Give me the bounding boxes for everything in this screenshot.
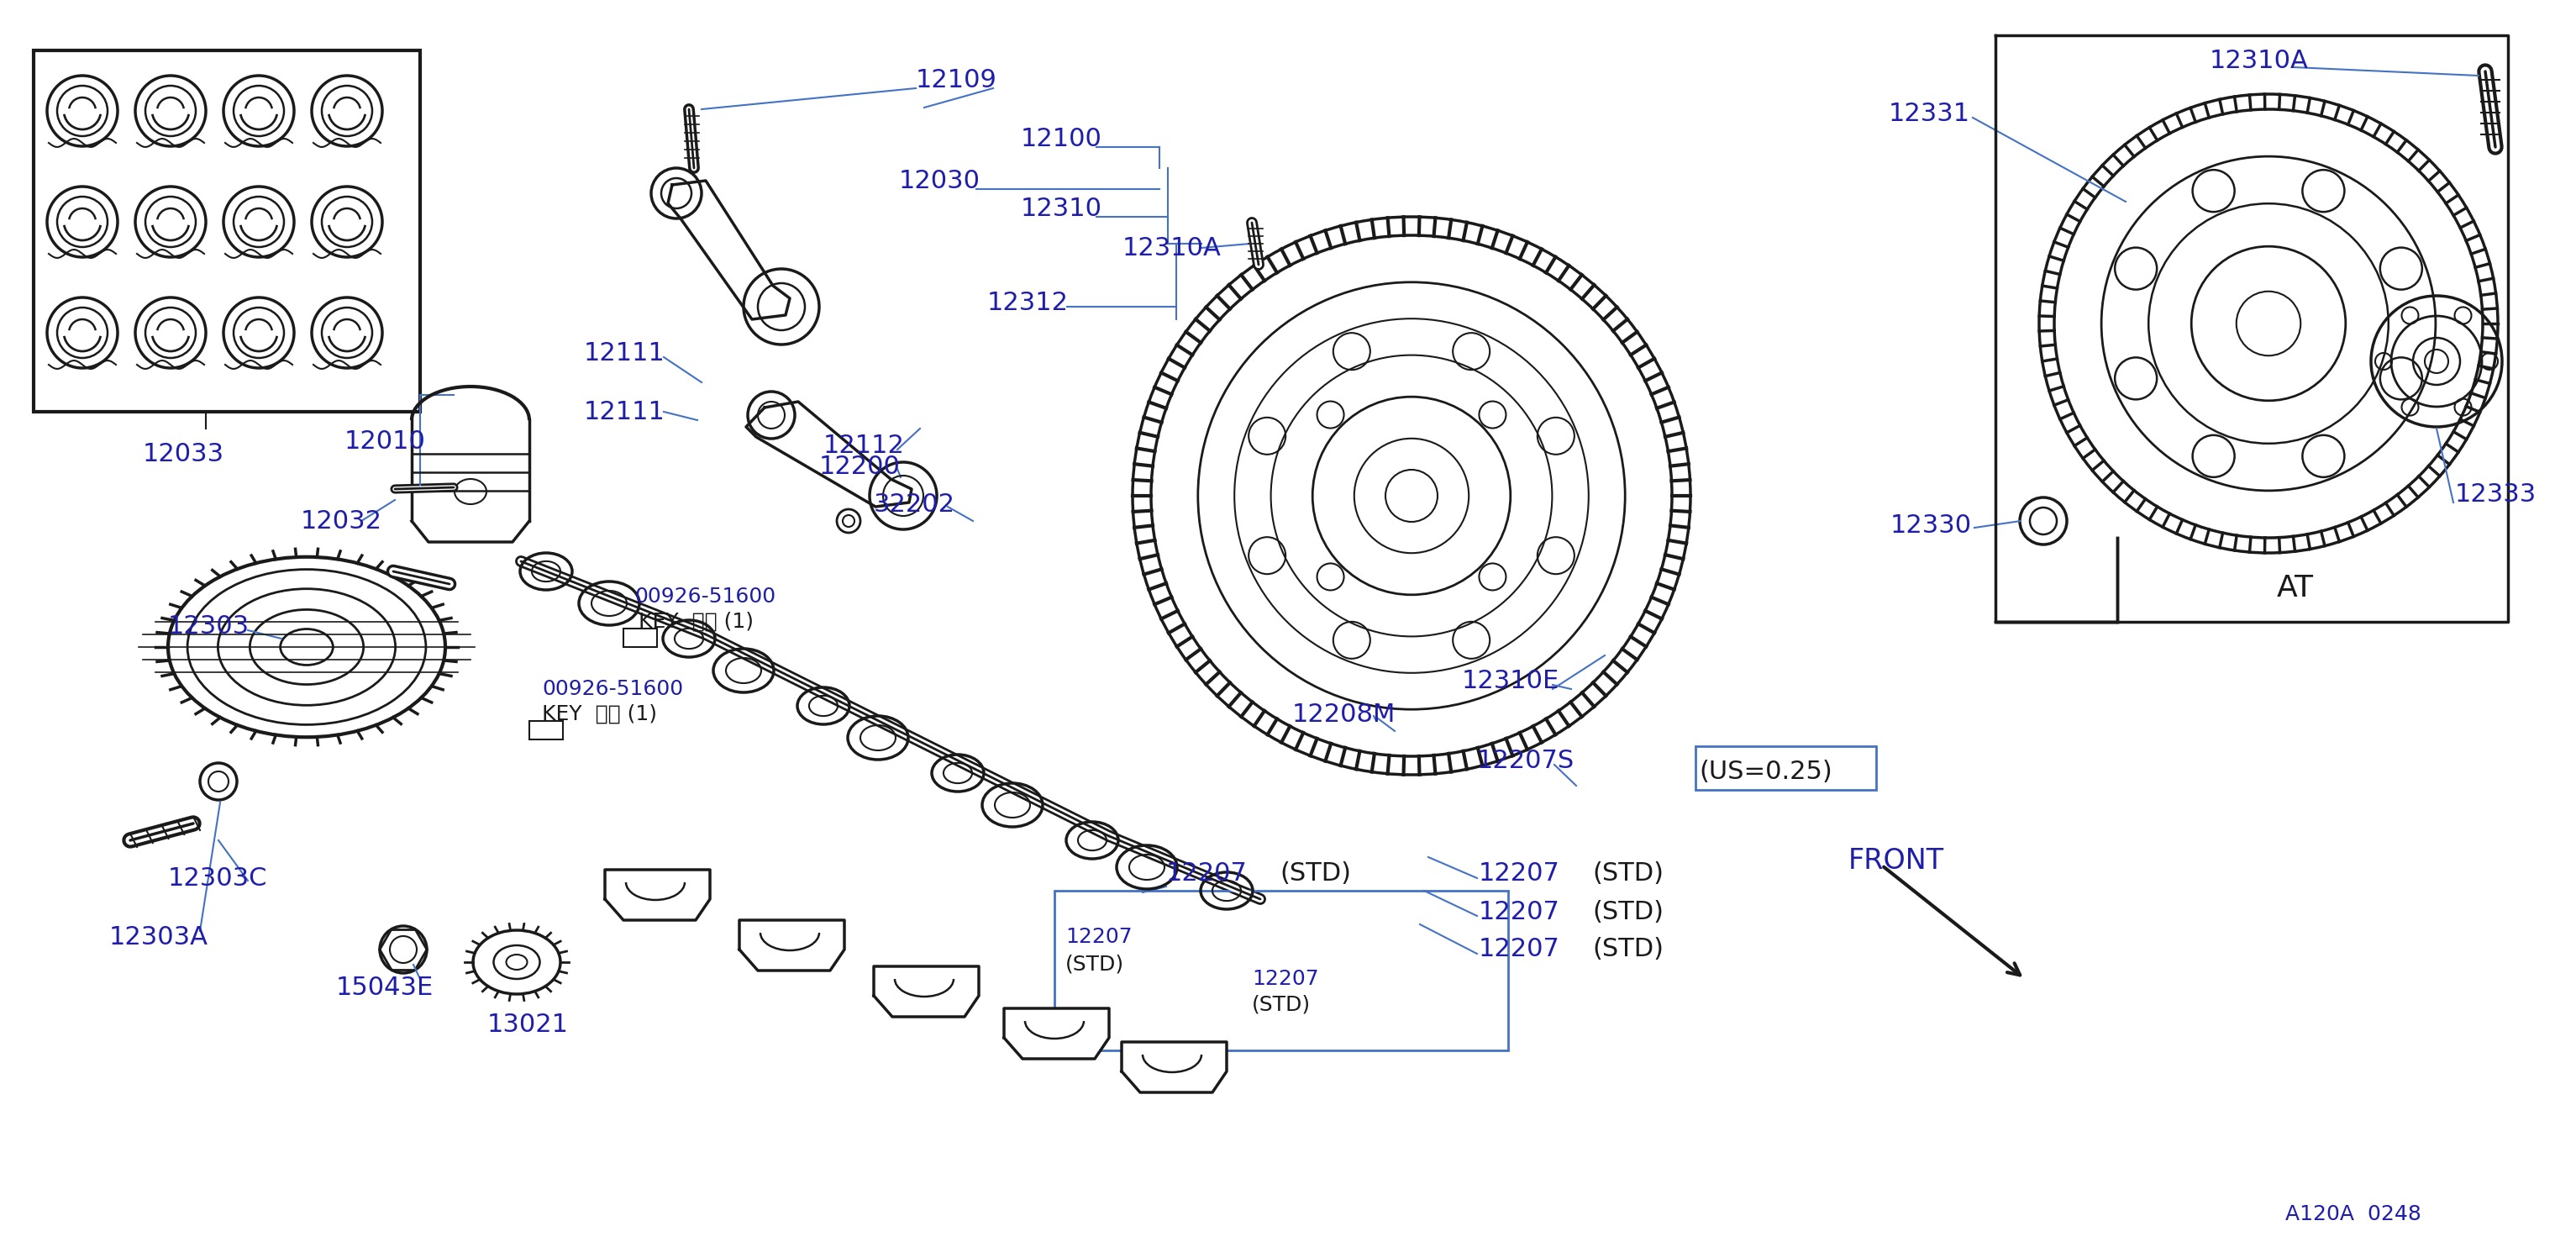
Bar bbox=[33, 50, 420, 412]
Text: 12200: 12200 bbox=[819, 454, 902, 479]
Text: 12112: 12112 bbox=[824, 433, 904, 458]
Text: (STD): (STD) bbox=[1280, 862, 1350, 887]
Text: 12310: 12310 bbox=[1020, 196, 1103, 221]
Text: (STD): (STD) bbox=[1066, 954, 1123, 975]
Text: 12032: 12032 bbox=[301, 509, 381, 534]
Text: 12010: 12010 bbox=[345, 429, 425, 454]
Text: 12310A: 12310A bbox=[1123, 236, 1221, 261]
Text: 12100: 12100 bbox=[1020, 126, 1103, 151]
Text: 12033: 12033 bbox=[142, 441, 224, 466]
Text: AT: AT bbox=[2277, 574, 2313, 602]
Text: 12207: 12207 bbox=[1252, 969, 1319, 989]
Text: 12303C: 12303C bbox=[167, 865, 268, 890]
Polygon shape bbox=[873, 966, 979, 1016]
Text: 12303: 12303 bbox=[167, 614, 250, 638]
Text: 15043E: 15043E bbox=[335, 975, 433, 1000]
Polygon shape bbox=[667, 181, 791, 319]
Text: 12310E: 12310E bbox=[1463, 668, 1558, 693]
Bar bbox=[528, 721, 564, 739]
Polygon shape bbox=[747, 402, 912, 506]
Text: 12207: 12207 bbox=[1479, 862, 1561, 887]
Text: (STD): (STD) bbox=[1252, 995, 1311, 1015]
Text: (STD): (STD) bbox=[1592, 899, 1664, 924]
Text: 00926-51600: 00926-51600 bbox=[541, 678, 683, 700]
Text: 12312: 12312 bbox=[987, 291, 1069, 314]
Text: 12208M: 12208M bbox=[1293, 702, 1396, 727]
Text: 12111: 12111 bbox=[585, 340, 665, 365]
Polygon shape bbox=[1005, 1009, 1110, 1059]
Text: 12310A: 12310A bbox=[2210, 49, 2308, 72]
Text: 12333: 12333 bbox=[2455, 481, 2537, 506]
Text: 12207S: 12207S bbox=[1476, 748, 1574, 773]
Text: 12207: 12207 bbox=[1479, 938, 1561, 961]
Text: 12207: 12207 bbox=[1167, 862, 1247, 887]
Text: 12111: 12111 bbox=[585, 399, 665, 424]
Polygon shape bbox=[1121, 1042, 1226, 1092]
Bar bbox=[623, 628, 657, 647]
Text: 12030: 12030 bbox=[899, 168, 981, 193]
Bar bbox=[1054, 890, 1507, 1050]
Text: 12331: 12331 bbox=[1888, 101, 1971, 126]
Text: (US=0.25): (US=0.25) bbox=[1698, 759, 1832, 783]
Text: 13021: 13021 bbox=[487, 1013, 569, 1038]
Text: KEY  キー (1): KEY キー (1) bbox=[639, 612, 755, 632]
Text: KEY  キー (1): KEY キー (1) bbox=[541, 705, 657, 725]
Text: A120A  0248: A120A 0248 bbox=[2285, 1205, 2421, 1225]
Text: 12109: 12109 bbox=[917, 67, 997, 92]
Text: 12207: 12207 bbox=[1066, 927, 1133, 946]
Polygon shape bbox=[739, 920, 845, 970]
Text: 12207: 12207 bbox=[1479, 899, 1561, 924]
Text: FRONT: FRONT bbox=[1850, 848, 1945, 875]
Bar bbox=[1695, 746, 1875, 789]
Text: 32202: 32202 bbox=[873, 493, 956, 516]
Text: 12303A: 12303A bbox=[108, 925, 209, 949]
Text: (STD): (STD) bbox=[1592, 938, 1664, 961]
Text: 12330: 12330 bbox=[1891, 513, 1973, 537]
Text: (STD): (STD) bbox=[1592, 862, 1664, 887]
Text: 00926-51600: 00926-51600 bbox=[634, 586, 775, 607]
Polygon shape bbox=[605, 869, 711, 920]
